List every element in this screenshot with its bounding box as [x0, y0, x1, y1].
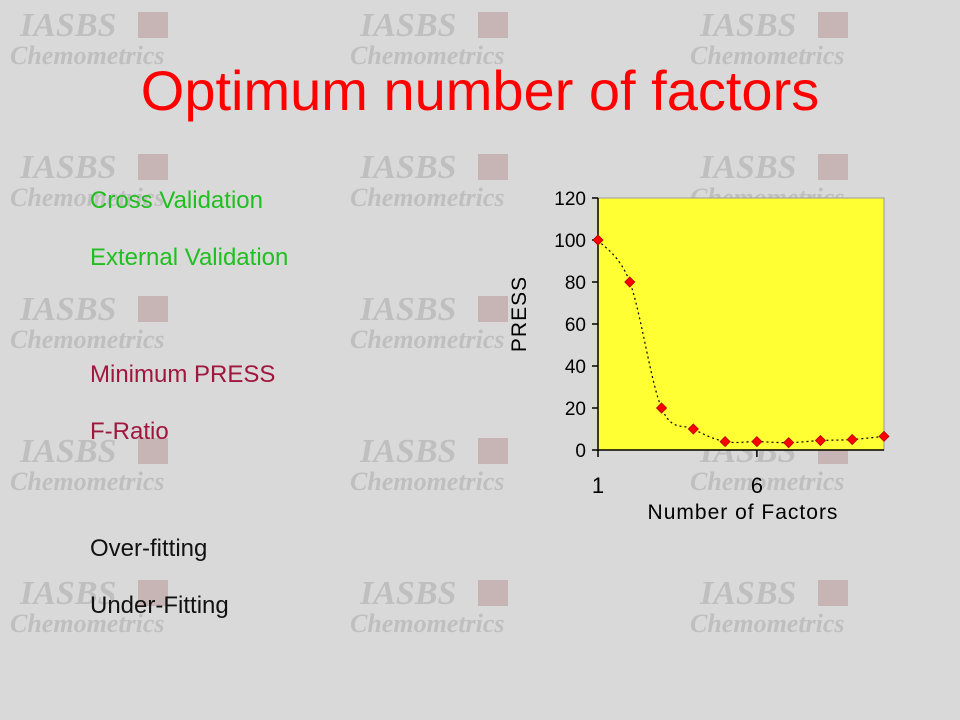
slide-title: Optimum number of factors: [140, 59, 820, 122]
watermark-subtitle-text: Chemometrics: [350, 183, 505, 212]
bullet-over-fitting: Over-fitting: [90, 535, 208, 562]
watermark-logo-text: IASBS: [699, 575, 796, 612]
watermark-logo-mark: [138, 296, 168, 322]
watermark-subtitle-text: Chemometrics: [350, 609, 505, 638]
y-tick-label: 100: [554, 231, 586, 252]
bullet-under-fitting: Under-Fitting: [90, 592, 229, 619]
bullet-f-ratio: F-Ratio: [90, 418, 169, 445]
watermark-logo-mark: [478, 438, 508, 464]
y-tick-label: 0: [575, 441, 586, 462]
y-tick-label: 60: [565, 315, 586, 336]
data-point: [719, 436, 731, 448]
watermark-logo-mark: [818, 580, 848, 606]
watermark-logo-mark: [138, 154, 168, 180]
watermark-subtitle-text: Chemometrics: [350, 467, 505, 496]
data-point: [592, 234, 604, 246]
watermark-logo-mark: [478, 296, 508, 322]
data-point: [783, 437, 795, 449]
watermark-logo-text: IASBS: [699, 7, 796, 44]
x-tick-label: 6: [751, 473, 763, 498]
watermark-logo-text: IASBS: [19, 7, 116, 44]
bullet-minimum-press: Minimum PRESS: [90, 361, 276, 388]
watermark-logo-mark: [138, 12, 168, 38]
plot-area: [597, 197, 885, 451]
bullet-external-validation: External Validation: [90, 244, 289, 271]
watermark-subtitle-text: Chemometrics: [350, 325, 505, 354]
y-tick-label: 120: [554, 189, 586, 210]
series-line: [597, 239, 885, 444]
y-tick-label: 80: [565, 273, 586, 294]
y-axis-label: PRESS: [508, 276, 531, 352]
data-point: [687, 423, 699, 435]
watermark-logo-mark: [478, 12, 508, 38]
x-axis-label: Number of Factors: [648, 501, 839, 524]
watermark-subtitle-text: Chemometrics: [690, 467, 845, 496]
data-point: [751, 436, 763, 448]
data-point: [846, 433, 858, 446]
data-point: [655, 402, 668, 414]
watermark-logo-text: IASBS: [359, 149, 456, 186]
watermark-logo-text: IASBS: [19, 291, 116, 328]
bullet-cross-validation: Cross Validation: [90, 187, 263, 214]
data-point: [624, 276, 636, 288]
watermark-subtitle-text: Chemometrics: [10, 609, 165, 638]
watermark-subtitle-text: Chemometrics: [10, 467, 165, 496]
watermark-logo-mark: [818, 154, 848, 180]
watermark-subtitle-text: Chemometrics: [690, 41, 845, 70]
watermark-subtitle-text: Chemometrics: [10, 325, 165, 354]
watermark-logo-mark: [138, 438, 168, 464]
x-tick-label: 1: [592, 473, 604, 498]
watermark-subtitle-text: Chemometrics: [10, 183, 165, 212]
watermark-subtitle-text: Chemometrics: [690, 609, 845, 638]
watermark-logo-text: IASBS: [19, 433, 116, 470]
watermark-logo-mark: [478, 580, 508, 606]
watermark-logo-mark: [818, 12, 848, 38]
y-tick-label: 40: [565, 357, 586, 378]
data-point: [814, 434, 827, 447]
watermark-logo-text: IASBS: [19, 575, 116, 612]
watermark-subtitle-text: Chemometrics: [350, 41, 505, 70]
watermark-logo-mark: [478, 154, 508, 180]
data-point: [878, 430, 890, 442]
watermark-subtitle-text: Chemometrics: [10, 41, 165, 70]
watermark-logo-text: IASBS: [359, 7, 456, 44]
watermark-logo-text: IASBS: [19, 149, 116, 186]
watermark-logo-text: IASBS: [359, 433, 456, 470]
watermark-logo-mark: [138, 580, 168, 606]
press-chart: 0 20 40 60 80 100 120 1 6 Number of Factors PRESS: [508, 189, 890, 524]
watermark-logo-text: IASBS: [699, 149, 796, 186]
watermark-logo-text: IASBS: [359, 291, 456, 328]
watermark-logo-text: IASBS: [359, 575, 456, 612]
y-tick-label: 20: [565, 399, 586, 420]
